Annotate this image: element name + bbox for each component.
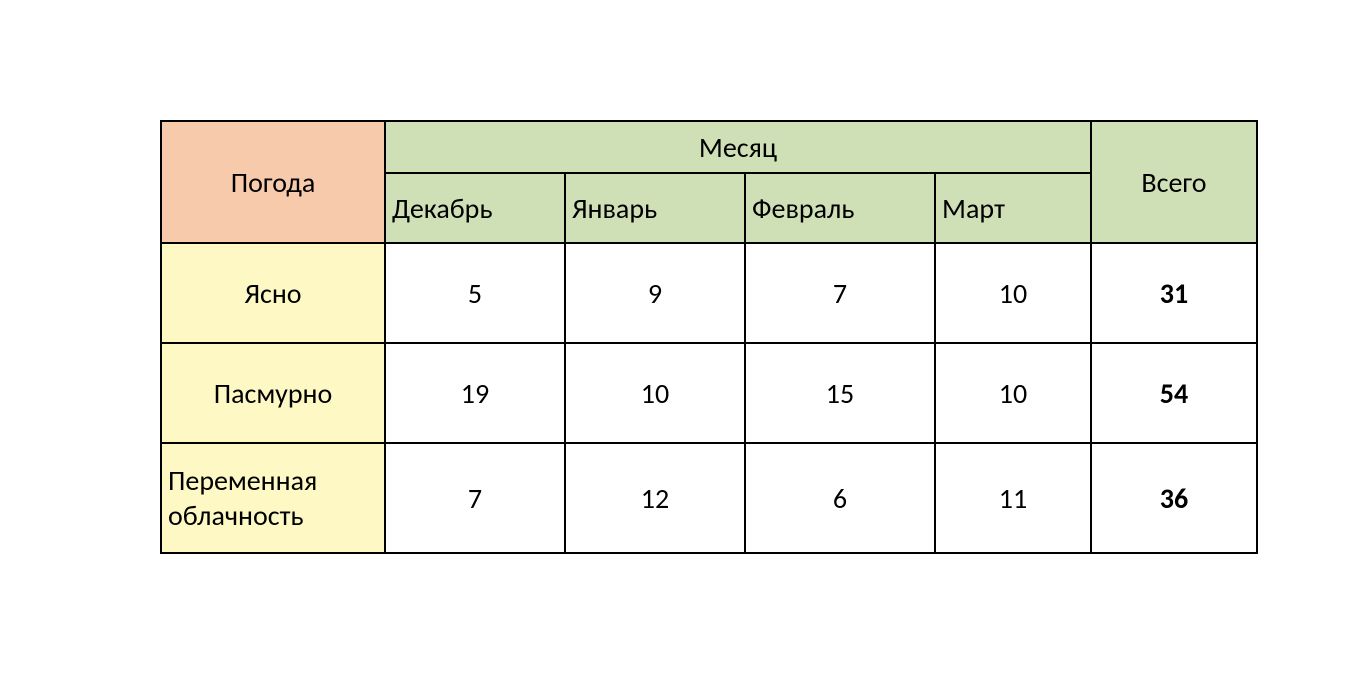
cell-value: 6 [745,443,935,553]
cell-value: 15 [745,343,935,443]
cell-total: 36 [1091,443,1257,553]
header-month-january: Январь [565,173,745,243]
header-month-february: Февраль [745,173,935,243]
cell-value: 10 [935,243,1091,343]
weather-table: Погода Месяц Всего Декабрь Январь Феврал… [160,120,1258,554]
cell-value: 7 [745,243,935,343]
cell-value: 11 [935,443,1091,553]
header-total: Всего [1091,121,1257,243]
table-header-row-1: Погода Месяц Всего [161,121,1257,173]
cell-value: 19 [385,343,565,443]
cell-value: 10 [935,343,1091,443]
table-row: Пасмурно 19 10 15 10 54 [161,343,1257,443]
cell-value: 12 [565,443,745,553]
header-month-march: Март [935,173,1091,243]
cell-value: 7 [385,443,565,553]
header-month-december: Декабрь [385,173,565,243]
header-weather: Погода [161,121,385,243]
table-row: Ясно 5 9 7 10 31 [161,243,1257,343]
cell-total: 54 [1091,343,1257,443]
cell-total: 31 [1091,243,1257,343]
cell-value: 9 [565,243,745,343]
cell-value: 5 [385,243,565,343]
row-label-overcast: Пасмурно [161,343,385,443]
header-month-group: Месяц [385,121,1091,173]
row-label-variable: Переменная облачность [161,443,385,553]
row-label-clear: Ясно [161,243,385,343]
table-row: Переменная облачность 7 12 6 11 36 [161,443,1257,553]
weather-table-container: Погода Месяц Всего Декабрь Январь Феврал… [160,120,1258,554]
cell-value: 10 [565,343,745,443]
